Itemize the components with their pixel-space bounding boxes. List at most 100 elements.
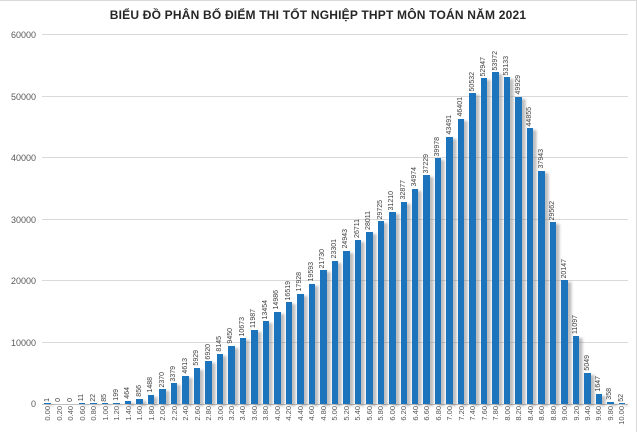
x-tick-label: 8.20 (514, 406, 524, 421)
x-tick-label: 2.80 (204, 406, 214, 421)
x-tick-cell: 4.20 (283, 406, 294, 432)
bar-column: 11 (76, 35, 87, 404)
x-tick-label: 7.00 (445, 406, 455, 421)
x-tick-cell: 8.40 (524, 406, 535, 432)
x-tick-label: 3.00 (215, 406, 225, 421)
bar (147, 394, 155, 404)
bar (377, 221, 385, 404)
x-tick-label: 4.20 (284, 406, 294, 421)
bar-value-label: 8145 (216, 336, 223, 352)
x-tick-cell: 9.00 (559, 406, 570, 432)
x-tick-label: 0.40 (66, 406, 76, 421)
bar-column: 44855 (524, 35, 535, 404)
x-tick-cell: 2.40 (180, 406, 191, 432)
bar-column: 29562 (547, 35, 558, 404)
bar-value-label: 31210 (388, 190, 396, 211)
y-tick-label: 20000 (10, 276, 36, 286)
bar (411, 188, 419, 404)
bar-column: 1 (42, 35, 53, 404)
x-tick-cell: 2.00 (157, 406, 168, 432)
bar-column: 39978 (432, 35, 443, 404)
bar-value-label: 0 (55, 398, 63, 402)
bar (457, 118, 465, 404)
x-tick-cell: 3.20 (226, 406, 237, 432)
bar (618, 403, 626, 404)
bar (320, 270, 327, 404)
bar-column: 28011 (364, 35, 375, 404)
x-tick-cell: 2.60 (191, 406, 202, 432)
bar-value-label: 29725 (376, 199, 384, 220)
bar-column: 14986 (272, 35, 283, 404)
x-tick-cell: 8.00 (501, 406, 512, 432)
x-tick-cell: 6.40 (410, 406, 421, 432)
x-tick-label: 9.80 (605, 406, 615, 421)
bar-value-label: 1647 (594, 376, 602, 392)
bar (538, 170, 545, 404)
bar-column: 9450 (226, 35, 237, 404)
bar-value-label: 53972 (491, 50, 499, 71)
x-tick-label: 9.00 (560, 406, 570, 421)
bar-value-label: 37943 (537, 149, 545, 169)
x-tick-label: 8.80 (548, 406, 558, 421)
bar-column: 10673 (237, 35, 248, 404)
bar-column: 464 (122, 35, 133, 404)
bar-value-label: 5929 (193, 349, 201, 366)
bar-value-label: 13454 (261, 299, 269, 320)
x-tick-label: 7.80 (491, 406, 501, 421)
bar-column: 85 (99, 35, 110, 404)
bar-value-label: 46401 (457, 97, 465, 117)
bar-column: 37943 (536, 35, 547, 404)
x-tick-label: 3.20 (226, 406, 236, 421)
bar-value-label: 50532 (468, 71, 476, 92)
bar-column: 29725 (375, 35, 386, 404)
x-tick-label: 0.00 (43, 406, 53, 421)
bar (434, 158, 442, 404)
bar-value-label: 52947 (480, 56, 488, 77)
bar-column: 52947 (478, 35, 489, 404)
x-tick-cell: 4.40 (295, 406, 306, 432)
bar (366, 231, 373, 404)
x-tick-label: 8.40 (525, 406, 535, 421)
bar-column: 53133 (501, 35, 512, 404)
bar-value-label: 39978 (434, 136, 442, 157)
bar (561, 280, 568, 404)
x-tick-cell: 9.20 (570, 406, 581, 432)
bar-value-label: 464 (124, 387, 132, 400)
bar-value-label: 19593 (307, 262, 315, 282)
bar-value-label: 37229 (422, 153, 430, 174)
gridline (42, 218, 628, 220)
gridline (42, 34, 628, 35)
bar-column: 23301 (329, 35, 340, 404)
bar-column: 1488 (145, 35, 156, 404)
x-tick-label: 2.60 (192, 406, 202, 421)
y-tick-label: 60000 (10, 30, 36, 40)
x-tick-cell: 1.00 (99, 406, 110, 432)
bar-value-label: 3379 (170, 365, 178, 382)
x-tick-cell: 0.00 (42, 406, 53, 432)
x-tick-cell: 2.20 (168, 406, 179, 432)
bar-value-label: 11 (78, 394, 86, 402)
bar-value-label: 1488 (147, 377, 155, 393)
x-axis-labels: 0.00 0.20 0.40 0.60 0.80 1.00 1.20 1.40 1.60 1.80… (42, 406, 628, 432)
x-tick-cell: 5.80 (375, 406, 386, 432)
bar (90, 403, 97, 404)
plot-area: 0 10000 20000 30000 40000 50000 60000 1 0 0 11 22 85… (11, 30, 628, 409)
bar-column: 5929 (191, 35, 202, 404)
x-tick-label: 5.20 (341, 406, 351, 421)
bar (595, 393, 603, 404)
x-tick-cell: 3.80 (260, 406, 271, 432)
bar (400, 201, 407, 404)
bar-value-label: 0 (66, 398, 74, 402)
x-tick-label: 7.60 (479, 406, 489, 421)
bar-column: 24943 (341, 35, 352, 404)
x-tick-label: 4.60 (307, 406, 317, 421)
bar-column: 2370 (157, 35, 168, 404)
bar-column: 856 (134, 35, 145, 404)
bar (584, 372, 591, 404)
x-tick-cell: 5.40 (352, 406, 363, 432)
x-tick-label: 1.40 (123, 406, 133, 421)
bar-column: 3379 (168, 35, 179, 404)
x-tick-cell: 10.00 (616, 406, 627, 432)
bar (308, 283, 316, 404)
bar-value-label: 34974 (411, 167, 419, 187)
